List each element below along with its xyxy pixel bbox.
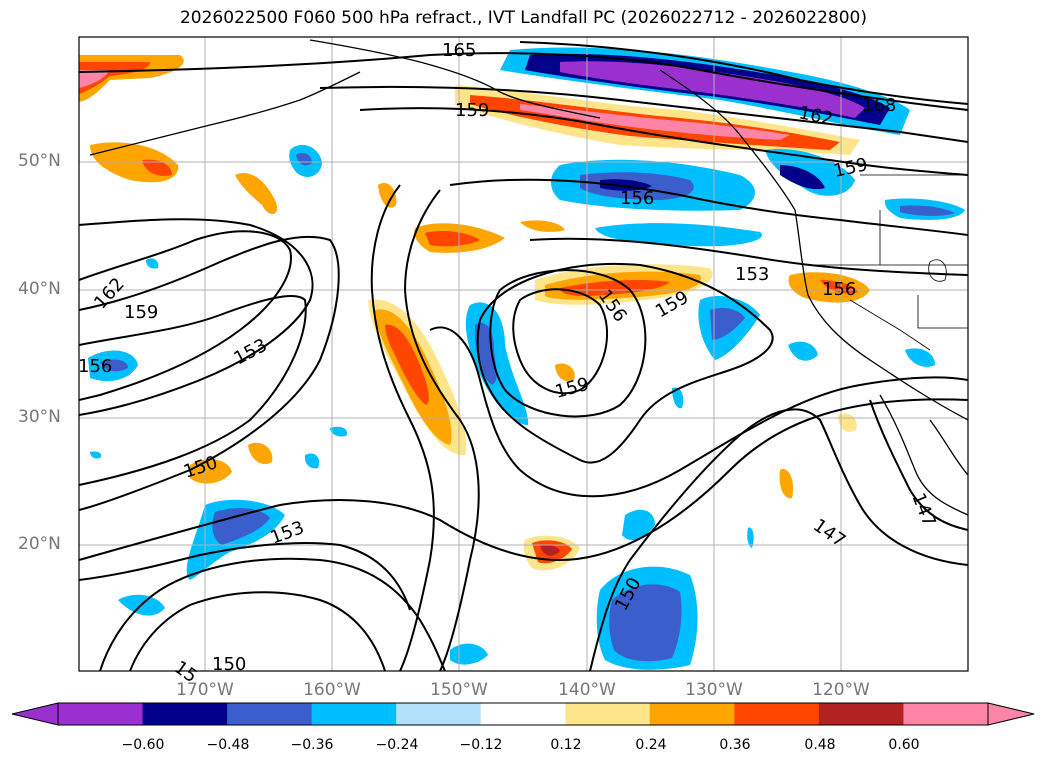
height-contours xyxy=(79,41,968,671)
anomaly-shade xyxy=(609,584,682,662)
lat-label-20n: 20°N xyxy=(18,534,61,554)
anomaly-shade xyxy=(142,159,172,176)
anomaly-shade xyxy=(555,363,575,382)
colorbar-tick: −0.36 xyxy=(290,737,334,753)
border-line xyxy=(917,295,968,329)
anomaly-shade xyxy=(235,172,278,215)
anomaly-shade xyxy=(595,223,762,247)
anomaly-shade xyxy=(385,324,429,405)
contour-cutoff-low-1 xyxy=(512,288,608,395)
colorbar-tick: 0.36 xyxy=(719,737,751,753)
contour-trough-1 xyxy=(370,184,435,671)
anomaly-shade xyxy=(540,545,560,556)
contour-153 xyxy=(529,237,968,276)
anomaly-shade xyxy=(425,230,480,247)
contour-156-north xyxy=(449,178,968,236)
lat-label-40n: 40°N xyxy=(18,279,61,299)
anomaly-shade xyxy=(330,426,348,437)
contour-159-north xyxy=(359,107,968,176)
contour-label: 156 xyxy=(78,356,112,377)
contour-label: 150 xyxy=(212,654,246,675)
anomaly-shade xyxy=(788,341,818,361)
contour-label: 159 xyxy=(124,302,158,323)
colorbar-tick: −0.48 xyxy=(206,737,250,753)
contour-western-3 xyxy=(79,230,292,401)
border-line xyxy=(928,259,947,282)
colorbar-tick: 0.60 xyxy=(888,737,920,753)
baja-coast xyxy=(879,394,968,516)
map-title: 2026022500 F060 500 hPa refract., IVT La… xyxy=(179,8,867,28)
mexico-coast xyxy=(929,419,968,476)
colorbar-tick: −0.60 xyxy=(121,737,165,753)
contour-southern-2 xyxy=(79,398,968,562)
anomaly-shade xyxy=(622,509,655,541)
contour-trough-2 xyxy=(403,189,480,671)
contour-147 xyxy=(589,408,968,671)
colorbar-tick: −0.12 xyxy=(459,737,503,753)
anomaly-shade xyxy=(212,508,270,545)
anomaly-shade xyxy=(672,387,684,409)
anomaly-shade xyxy=(520,220,565,232)
contour-label: 153 xyxy=(735,264,769,285)
anomaly-shade xyxy=(905,348,935,367)
anomaly-shade xyxy=(747,527,754,548)
alaska-coast xyxy=(309,39,601,119)
lon-label-150w: 150°W xyxy=(430,680,488,700)
map-background xyxy=(79,37,968,671)
anomaly-shade xyxy=(765,149,855,196)
anomaly-shade xyxy=(779,469,794,499)
anomaly-shade xyxy=(146,258,159,269)
contour-label: 168 xyxy=(862,95,896,116)
contour-cutoff-low-2 xyxy=(489,269,647,418)
lon-label-170w: 170°W xyxy=(176,680,234,700)
contour-165 xyxy=(79,52,968,111)
contour-label: 159 xyxy=(455,100,489,121)
lon-label-140w: 140°W xyxy=(558,680,616,700)
contour-label: 156 xyxy=(822,279,856,300)
lat-label-50n: 50°N xyxy=(18,151,61,171)
colorbar-tick: 0.12 xyxy=(550,737,582,753)
anomaly-shade xyxy=(90,451,102,459)
contour-label: 165 xyxy=(442,40,476,61)
political-borders xyxy=(810,174,968,351)
anomaly-shade xyxy=(780,165,825,190)
contour-162 xyxy=(319,85,968,143)
colorbar-tick: −0.24 xyxy=(375,737,419,753)
contour-western-1 xyxy=(79,218,314,416)
anomaly-shade xyxy=(304,453,320,469)
colorbar-tick: 0.24 xyxy=(635,737,667,753)
contour-label-layer: 165 159 162 168 159 156 153 156 162 159 … xyxy=(78,40,940,687)
anomaly-shade xyxy=(248,442,273,465)
contour-label: 156 xyxy=(620,188,654,209)
contour-southern-4 xyxy=(129,591,386,671)
lon-label-120w: 120°W xyxy=(812,680,870,700)
lat-label-30n: 30°N xyxy=(18,407,61,427)
anomaly-shade xyxy=(710,307,745,340)
bc-coast xyxy=(659,69,968,421)
colorbar-tick: 0.48 xyxy=(804,737,836,753)
contour-western-4 xyxy=(79,294,307,486)
contour-southern-3 xyxy=(99,557,446,671)
contour-southern-1 xyxy=(429,326,968,498)
anomaly-shade xyxy=(79,70,110,88)
graticule xyxy=(79,37,968,671)
lon-label-160w: 160°W xyxy=(303,680,361,700)
border-line xyxy=(849,299,931,351)
anomaly-shade xyxy=(560,61,865,118)
contour-168 xyxy=(519,41,968,105)
anomaly-shade xyxy=(900,205,955,216)
contour-southern-5 xyxy=(79,542,411,611)
contour-western-2 xyxy=(79,235,340,511)
contour-cutoff-low-3 xyxy=(476,263,774,464)
plot-frame xyxy=(78,36,969,672)
contour-147-east xyxy=(869,399,968,531)
lon-label-130w: 130°W xyxy=(685,680,743,700)
anomaly-shade xyxy=(378,182,397,208)
anomaly-shade xyxy=(100,359,128,372)
